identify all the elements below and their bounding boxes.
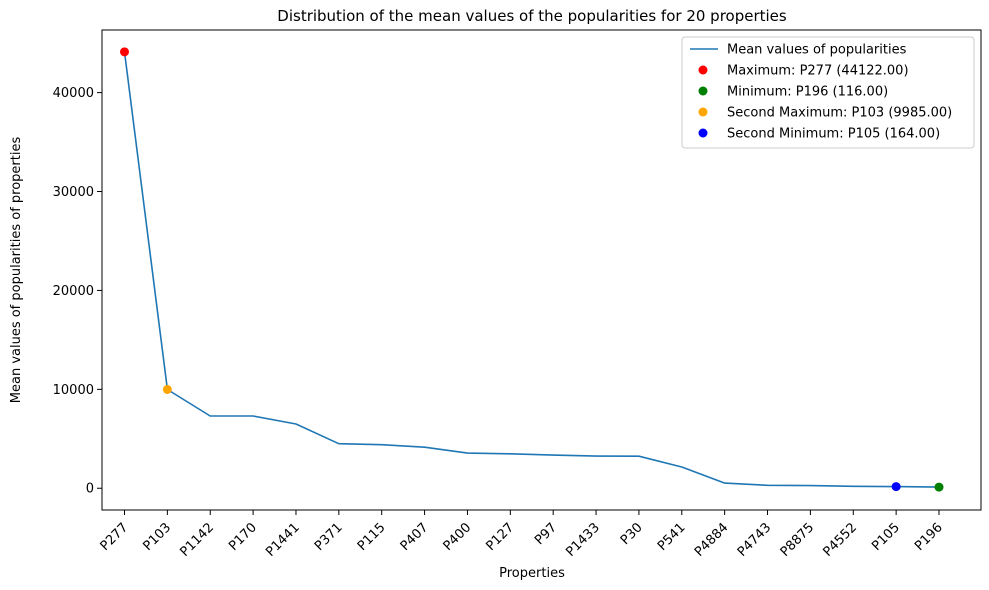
legend-label: Maximum: P277 (44122.00)	[727, 64, 909, 79]
legend-dot-swatch	[698, 65, 708, 75]
x-tick-label: P277	[98, 520, 132, 554]
x-tick-label: P4552	[821, 520, 861, 560]
highlight-points	[120, 47, 944, 492]
x-tick-label: P4743	[735, 520, 775, 560]
x-axis-label: Properties	[499, 566, 565, 581]
x-tick-label: P196	[912, 520, 946, 554]
x-tick-label: P115	[355, 520, 389, 554]
series-layer	[123, 51, 940, 488]
x-tick-label: P103	[140, 520, 174, 554]
legend-label: Minimum: P196 (116.00)	[727, 85, 888, 100]
x-tick-label: P30	[618, 520, 646, 548]
legend-label: Second Maximum: P103 (9985.00)	[727, 106, 952, 121]
y-tick-label: 10000	[53, 383, 94, 398]
y-tick-label: 40000	[53, 86, 94, 101]
x-tick-label: P371	[312, 520, 346, 554]
x-tick-label: P541	[655, 520, 689, 554]
x-tick-label: P127	[483, 520, 517, 554]
x-tick-label: P1441	[263, 520, 303, 560]
y-tick-label: 0	[86, 482, 94, 497]
x-tick-label: P97	[532, 520, 560, 548]
legend-box	[681, 36, 975, 149]
legend-dot-swatch	[698, 128, 708, 138]
legend-dot-swatch	[698, 107, 708, 117]
legend-dot-swatch	[698, 86, 708, 96]
x-tick-label: P407	[398, 520, 432, 554]
x-tick-label: P170	[226, 520, 260, 554]
x-tick-label: P8875	[778, 520, 818, 560]
chart-title: Distribution of the mean values of the p…	[277, 7, 787, 25]
legend: Mean values of popularities Maximum: P277…	[681, 36, 975, 149]
highlight-point	[891, 482, 901, 492]
x-tick-label: P400	[441, 520, 475, 554]
highlight-point	[120, 47, 129, 57]
y-tick-label: 20000	[53, 284, 94, 299]
y-axis-label: Mean values of popularities of propertie…	[9, 137, 24, 404]
legend-label: Second Minimum: P105 (164.00)	[727, 127, 940, 142]
x-axis: P277 P103 P1142 P170 P1441 P371 P115 P407 P400 P1…	[98, 510, 946, 560]
plot-area	[101, 29, 982, 511]
x-tick-label: P105	[869, 520, 903, 554]
highlight-point	[934, 482, 944, 492]
y-tick-label: 30000	[53, 185, 94, 200]
x-tick-label: P1433	[563, 520, 603, 560]
highlight-point	[162, 384, 172, 394]
x-tick-label: P1142	[178, 520, 218, 560]
series-line	[123, 51, 940, 488]
legend-label: Mean values of popularities	[727, 43, 907, 58]
x-tick-label: P4884	[692, 520, 732, 560]
y-axis: 0 10000 20000 30000 40000	[53, 86, 102, 497]
